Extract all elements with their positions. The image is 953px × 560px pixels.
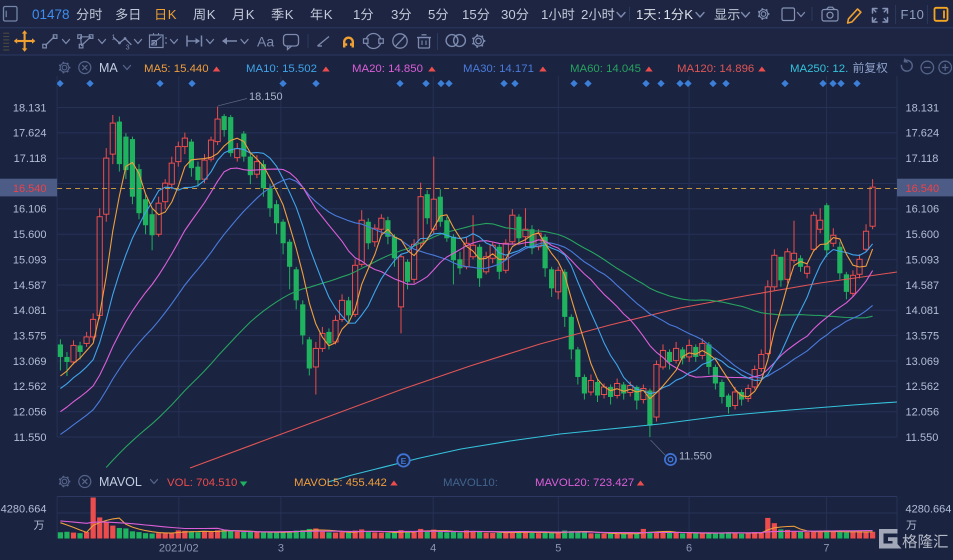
svg-text:1: 1 — [636, 7, 643, 22]
svg-text:VOL: 704.510: VOL: 704.510 — [167, 477, 237, 489]
svg-text:1: 1 — [664, 7, 671, 22]
svg-text:Aa: Aa — [257, 34, 274, 50]
svg-text:13.575: 13.575 — [906, 330, 940, 342]
svg-text:18.131: 18.131 — [906, 102, 940, 114]
svg-text:12.056: 12.056 — [13, 407, 47, 419]
svg-text:7: 7 — [823, 543, 829, 555]
svg-text:E: E — [401, 456, 407, 466]
svg-text:K: K — [168, 7, 177, 22]
svg-text:17.118: 17.118 — [906, 153, 939, 165]
svg-text:17.118: 17.118 — [14, 153, 47, 165]
svg-text:16.540: 16.540 — [13, 183, 47, 195]
svg-text:MAVOL20: 723.427: MAVOL20: 723.427 — [535, 477, 634, 489]
svg-text:16.106: 16.106 — [906, 204, 940, 216]
svg-text:1: 1 — [353, 7, 360, 22]
svg-text:14.587: 14.587 — [906, 280, 940, 292]
svg-text:4280.664: 4280.664 — [906, 504, 952, 516]
svg-text:14.587: 14.587 — [13, 280, 47, 292]
svg-text:1: 1 — [541, 7, 548, 22]
svg-text:5: 5 — [555, 543, 561, 555]
svg-text:MAVOL5: 455.442: MAVOL5: 455.442 — [294, 477, 387, 489]
svg-text:MA120: 14.896: MA120: 14.896 — [677, 63, 754, 75]
svg-text:2021/02: 2021/02 — [159, 543, 199, 555]
svg-text:15.600: 15.600 — [13, 229, 47, 241]
svg-text:MA: MA — [99, 61, 118, 75]
svg-text:15.600: 15.600 — [906, 229, 940, 241]
svg-text:3: 3 — [126, 43, 130, 52]
svg-text:4280.664: 4280.664 — [1, 504, 47, 516]
svg-text:15.093: 15.093 — [906, 254, 940, 266]
svg-text:13.069: 13.069 — [13, 356, 47, 368]
svg-text:14.081: 14.081 — [13, 305, 47, 317]
svg-text:18.150: 18.150 — [249, 91, 283, 103]
svg-text:16.106: 16.106 — [13, 204, 47, 216]
svg-text:MA250: 12.: MA250: 12. — [790, 63, 848, 75]
svg-text:K: K — [324, 7, 333, 22]
svg-text:3: 3 — [278, 543, 284, 555]
svg-text:F10: F10 — [901, 7, 925, 22]
svg-text:13.069: 13.069 — [906, 356, 940, 368]
svg-text:MAVOL10:: MAVOL10: — [443, 477, 498, 489]
svg-text:MA30: 14.171: MA30: 14.171 — [463, 63, 534, 75]
svg-text:6: 6 — [686, 543, 692, 555]
svg-text::: : — [658, 7, 662, 22]
svg-text:13.575: 13.575 — [13, 330, 47, 342]
svg-text:17.624: 17.624 — [13, 128, 47, 140]
svg-text:3: 3 — [391, 7, 398, 22]
svg-text:15.093: 15.093 — [13, 254, 47, 266]
svg-text:K: K — [207, 7, 216, 22]
svg-text:4: 4 — [430, 543, 436, 555]
svg-text:K: K — [684, 7, 693, 22]
svg-text:MAVOL: MAVOL — [99, 475, 142, 489]
svg-text:11.550: 11.550 — [906, 432, 939, 444]
svg-text:2: 2 — [581, 7, 588, 22]
svg-text:5: 5 — [428, 7, 435, 22]
svg-text:MA10: 15.502: MA10: 15.502 — [246, 63, 317, 75]
svg-text:K: K — [246, 7, 255, 22]
svg-text:16.540: 16.540 — [906, 183, 940, 195]
svg-text:MA20: 14.850: MA20: 14.850 — [352, 63, 423, 75]
svg-text:18.131: 18.131 — [13, 102, 47, 114]
svg-text:12.562: 12.562 — [906, 381, 940, 393]
svg-text:11.550: 11.550 — [679, 451, 712, 463]
svg-text:30: 30 — [501, 7, 516, 22]
svg-text:14.081: 14.081 — [906, 305, 940, 317]
svg-text:17.624: 17.624 — [906, 128, 940, 140]
svg-text:15: 15 — [462, 7, 477, 22]
svg-text:MA5: 15.440: MA5: 15.440 — [144, 63, 209, 75]
svg-text:01478: 01478 — [32, 7, 70, 22]
svg-text:11.550: 11.550 — [14, 432, 47, 444]
svg-text:12.056: 12.056 — [906, 407, 940, 419]
svg-text:MA60: 14.045: MA60: 14.045 — [570, 63, 641, 75]
svg-text:12.562: 12.562 — [13, 381, 47, 393]
svg-text:K: K — [285, 7, 294, 22]
